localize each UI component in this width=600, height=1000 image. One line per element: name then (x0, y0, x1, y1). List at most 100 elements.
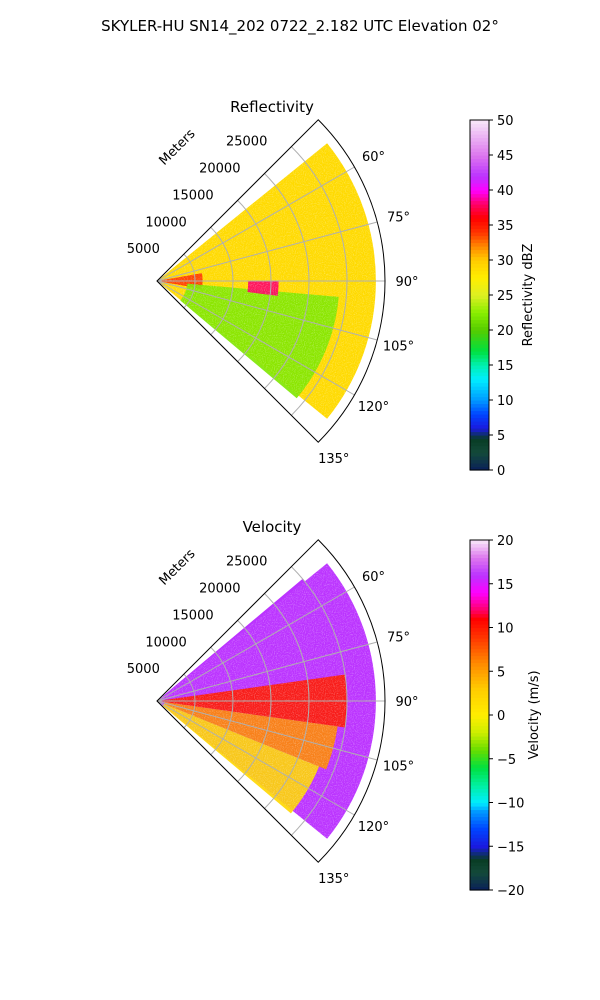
colorbar-tick-label: −5 (497, 753, 516, 768)
colorbar-band (470, 645, 489, 650)
colorbar-band (470, 718, 489, 723)
colorbar-band (470, 382, 489, 387)
colorbar-band (470, 669, 489, 674)
colorbar-band (470, 260, 489, 265)
angle-tick-label: 75° (387, 210, 410, 225)
colorbar-band (470, 389, 489, 394)
colorbar-band (470, 648, 489, 653)
reflectivity-colorbar: 0 5 10 15 20 25 30 35 40 45 50 Reflectivity dBZ (469, 114, 536, 479)
colorbar-band (470, 652, 489, 657)
colorbar-band (470, 351, 489, 356)
colorbar-tick-label: −20 (497, 884, 524, 899)
radial-tick-label: 10000 (145, 635, 186, 650)
colorbar-band (470, 319, 489, 324)
colorbar-band (470, 403, 489, 408)
velocity-colorbar-ticks: −20 −15 −10 −5 0 5 10 15 20 (489, 534, 524, 899)
colorbar-tick-label: 15 (497, 359, 514, 374)
colorbar-band (470, 641, 489, 646)
colorbar-band (470, 785, 489, 790)
colorbar-tick-label: 25 (497, 289, 514, 304)
colorbar-band (470, 438, 489, 443)
angle-tick-label: 120° (358, 820, 389, 835)
azimuth-gridline (156, 700, 355, 816)
angle-tick-label: 135° (318, 872, 349, 887)
colorbar-band (470, 575, 489, 580)
colorbar-tick-label: 10 (497, 622, 514, 637)
colorbar-band (470, 774, 489, 779)
colorbar-band (470, 781, 489, 786)
colorbar-band (470, 802, 489, 807)
colorbar-band (470, 662, 489, 667)
azimuth-gridline (156, 641, 378, 702)
colorbar-band (470, 291, 489, 296)
angle-tick-label: 120° (358, 400, 389, 415)
colorbar-band (470, 330, 489, 335)
radial-tick-label: 25000 (226, 135, 267, 150)
colorbar-band (470, 603, 489, 608)
colorbar-band (470, 326, 489, 331)
colorbar-band (470, 372, 489, 377)
colorbar-band (470, 809, 489, 814)
colorbar-band (470, 176, 489, 181)
radial-tick-label: 20000 (199, 162, 240, 177)
colorbar-band (470, 557, 489, 562)
colorbar-tick-label: 5 (497, 665, 505, 680)
colorbar-band (470, 358, 489, 363)
colorbar-band (470, 750, 489, 755)
colorbar-band (470, 624, 489, 629)
colorbar-band (470, 610, 489, 615)
colorbar-band (470, 431, 489, 436)
colorbar-band (470, 739, 489, 744)
colorbar-band (470, 599, 489, 604)
colorbar-band (470, 263, 489, 268)
colorbar-band (470, 253, 489, 258)
angle-tick-label: 135° (318, 452, 349, 467)
colorbar-band (470, 204, 489, 209)
colorbar-band (470, 851, 489, 856)
colorbar-band (470, 144, 489, 149)
colorbar-band (470, 179, 489, 184)
colorbar-band (470, 340, 489, 345)
colorbar-band (470, 827, 489, 832)
colorbar-tick-label: 20 (497, 534, 514, 549)
colorbar-band (470, 218, 489, 223)
colorbar-band (470, 606, 489, 611)
colorbar-band (470, 200, 489, 205)
colorbar-band (470, 883, 489, 888)
colorbar-band (470, 466, 489, 471)
colorbar-band (470, 232, 489, 237)
colorbar-band (470, 844, 489, 849)
colorbar-band (470, 589, 489, 594)
reflectivity-colorbar-ticks: 0 5 10 15 20 25 30 35 40 45 50 (489, 114, 514, 479)
colorbar-band (470, 729, 489, 734)
colorbar-tick-label: 0 (497, 709, 505, 724)
angle-tick-label: 90° (395, 695, 418, 710)
colorbar-band (470, 158, 489, 163)
colorbar-band (470, 760, 489, 765)
colorbar-band (470, 211, 489, 216)
colorbar-band (470, 778, 489, 783)
colorbar-band (470, 445, 489, 450)
colorbar-band (470, 571, 489, 576)
colorbar-band (470, 627, 489, 632)
colorbar-band (470, 869, 489, 874)
colorbar-band (470, 130, 489, 135)
colorbar-band (470, 141, 489, 146)
velocity-colorbar-label: Velocity (m/s) (527, 670, 542, 759)
angle-tick-label: 60° (362, 150, 385, 165)
colorbar-band (470, 886, 489, 891)
colorbar-band (470, 613, 489, 618)
colorbar-tick-label: 50 (497, 114, 514, 129)
colorbar-band (470, 400, 489, 405)
colorbar-band (470, 879, 489, 884)
colorbar-band (470, 841, 489, 846)
colorbar-band (470, 169, 489, 174)
colorbar-band (470, 697, 489, 702)
colorbar-band (470, 694, 489, 699)
colorbar-band (470, 137, 489, 142)
colorbar-band (470, 666, 489, 671)
colorbar-band (470, 316, 489, 321)
colorbar-band (470, 120, 489, 125)
colorbar-band (470, 865, 489, 870)
colorbar-band (470, 386, 489, 391)
